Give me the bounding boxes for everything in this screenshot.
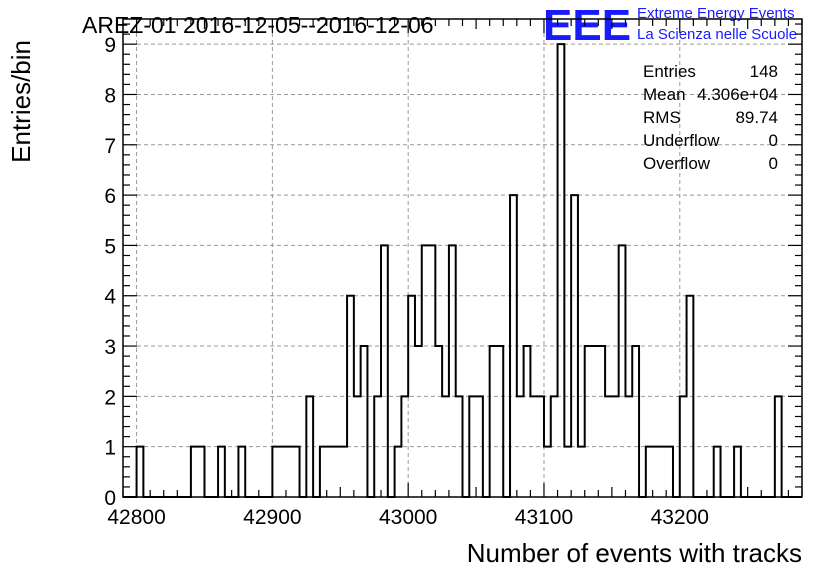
histogram-bin [293,447,300,497]
y-tick-label: 2 [104,386,116,409]
y-tick-label: 0 [104,487,116,510]
histogram-bin [395,447,402,497]
histogram-bin [415,346,422,497]
histogram-bin [429,245,436,497]
histogram-bin [585,346,592,497]
x-tick-label: 42900 [243,506,301,529]
histogram-bin [422,245,429,497]
stat-rms-value: 89.74 [735,108,778,127]
histogram-bin [286,447,293,497]
stat-rms-label: RMS [643,108,681,127]
histogram-bin [333,447,340,497]
histogram-bin [564,447,571,497]
histogram-bin [666,447,673,497]
histogram-outline [123,43,802,498]
histogram-bin [137,447,144,497]
chart-title: AREZ-01 2016-12-05--2016-12-06 [82,12,434,38]
histogram-bin [524,346,531,497]
histogram-bin [435,346,442,497]
stat-entries-label: Entries [643,62,696,81]
y-tick-label: 6 [104,185,116,208]
stat-underflow-label: Underflow [643,131,720,150]
y-axis-label: Entries/bin [6,40,36,163]
stat-overflow-value: 0 [769,154,778,173]
histogram-bin [632,346,639,497]
histogram-bin [653,447,660,497]
histogram-bin [272,447,279,497]
x-axis-label: Number of events with tracks [467,538,802,568]
histogram-bin [734,447,741,497]
stat-underflow-value: 0 [769,131,778,150]
y-tick-label: 8 [104,84,116,107]
y-tick-label: 4 [104,286,116,309]
logo-line-1: Extreme Energy Events [637,5,795,22]
histogram-bin [320,447,327,497]
histogram-bin [598,346,605,497]
histogram-bin [619,245,626,497]
histogram-bin [191,447,198,497]
x-tick-labels: 42800 42900 43000 43100 43200 [107,506,709,529]
logo-line-2: La Scienza nelle Scuole [637,26,797,43]
y-tick-label: 9 [104,34,116,57]
histogram-bin [544,447,551,497]
axis-ticks [122,19,803,498]
x-tick-label: 43100 [515,506,573,529]
histogram-bin [659,447,666,497]
histogram-bin [449,245,456,497]
stat-mean-label: Mean [643,85,686,104]
x-tick-label: 43200 [651,506,709,529]
x-tick-label: 43000 [379,506,437,529]
histogram-bin [381,245,388,497]
logo-mark: EEE [543,1,631,50]
histogram-bin [279,447,286,497]
histogram-bin [340,447,347,497]
histogram-bin [490,346,497,497]
x-tick-label: 42800 [107,506,165,529]
y-tick-labels: 0 1 2 3 4 5 6 7 8 9 [104,34,116,510]
histogram-bin [198,447,205,497]
y-tick-label: 3 [104,336,116,359]
stats-box: Entries 148 Mean 4.306e+04 RMS 89.74 Und… [643,62,778,173]
histogram-bin [714,447,721,497]
y-tick-label: 7 [104,135,116,158]
eee-logo: EEE Extreme Energy Events La Scienza nel… [543,1,797,50]
histogram-bin [558,44,565,497]
histogram-bin [578,447,585,497]
histogram-bin [646,447,653,497]
histogram-bin [327,447,334,497]
histogram-bin [238,447,245,497]
histogram-bin [592,346,599,497]
histogram-bin [496,346,503,497]
histogram-bin [361,346,368,497]
y-tick-label: 5 [104,235,116,258]
histogram-bars [123,43,802,498]
y-tick-label: 1 [104,437,116,460]
stat-mean-value: 4.306e+04 [697,85,778,104]
grid-lines [123,19,802,497]
histogram-bin [218,447,225,497]
stat-overflow-label: Overflow [643,154,711,173]
stat-entries-value: 148 [750,62,778,81]
